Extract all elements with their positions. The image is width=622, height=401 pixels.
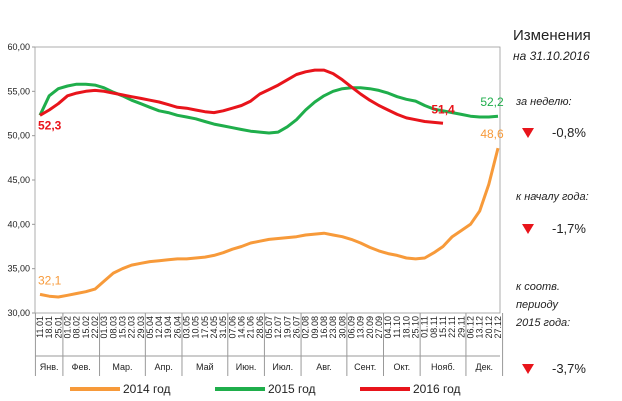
panel-date: на 31.10.2016 [513, 49, 590, 63]
month-label: Дек. [475, 362, 493, 372]
x-tick-label: 05.07 [264, 316, 274, 339]
x-tick-label: 18.10 [401, 316, 411, 339]
month-label: Окт. [393, 362, 410, 372]
panel-label: 2015 года: [515, 317, 570, 329]
y-tick-label: 30,00 [7, 308, 30, 318]
month-label: Апр. [154, 362, 172, 372]
x-tick-label: 09.08 [310, 316, 320, 339]
y-tick-label: 50,00 [7, 131, 30, 141]
x-tick-label: 29.11 [456, 316, 466, 338]
x-tick-label: 15.11 [438, 316, 448, 338]
x-tick-label: 20.09 [365, 316, 375, 339]
panel-label: к соотв. [516, 281, 560, 293]
legend-label: 2016 год [413, 382, 461, 396]
data-label: 48,6 [480, 127, 504, 141]
x-tick-label: 21.06 [246, 316, 256, 339]
x-tick-label: 02.08 [301, 316, 311, 339]
x-tick-label: 26.07 [291, 316, 301, 339]
series-line [39, 68, 444, 125]
x-tick-label: 15.02 [81, 316, 91, 339]
x-tick-label: 01.02 [62, 316, 72, 339]
x-tick-label: 13.12 [475, 316, 485, 339]
x-tick-label: 12.07 [273, 316, 283, 339]
x-tick-label: 24.05 [209, 316, 219, 339]
x-tick-label: 05.04 [145, 316, 155, 339]
panel-value: -1,7% [552, 221, 586, 236]
x-tick-label: 16.08 [319, 316, 329, 339]
x-tick-label: 01.03 [99, 316, 109, 339]
month-label: Нояб. [431, 362, 455, 372]
data-label: 32,1 [38, 273, 62, 287]
month-label: Янв. [40, 362, 59, 372]
x-tick-label: 04.10 [383, 316, 393, 339]
legend-label: 2014 год [123, 382, 171, 396]
y-tick-label: 40,00 [7, 219, 30, 229]
y-tick-label: 60,00 [7, 42, 30, 52]
x-tick-label: 26.04 [172, 316, 182, 339]
x-tick-label: 20.12 [484, 316, 494, 339]
panel-label: периоду [516, 299, 559, 311]
y-tick-label: 55,00 [7, 86, 30, 96]
x-tick-label: 27.09 [374, 316, 384, 339]
x-tick-label: 27.12 [493, 316, 503, 339]
x-tick-label: 22.03 [127, 316, 137, 339]
panel-value: -3,7% [552, 361, 586, 376]
y-tick-label: 45,00 [7, 175, 30, 185]
down-arrow [522, 224, 534, 234]
x-tick-label: 29.03 [136, 316, 146, 339]
x-tick-label: 19.04 [163, 316, 173, 339]
y-tick-label: 35,00 [7, 264, 30, 274]
x-tick-label: 23.08 [328, 316, 338, 339]
x-tick-label: 10.05 [191, 316, 201, 339]
x-tick-label: 25.10 [411, 316, 421, 339]
x-tick-label: 25.01 [53, 316, 63, 339]
month-label: Июн. [236, 362, 257, 372]
x-tick-label: 30.08 [337, 316, 347, 339]
x-tick-label: 17.05 [200, 316, 210, 339]
x-tick-label: 22.02 [90, 316, 100, 339]
x-tick-label: 06.09 [346, 316, 356, 339]
x-tick-label: 06.12 [466, 316, 476, 339]
x-tick-label: 22.11 [447, 316, 457, 338]
down-arrow [522, 364, 534, 374]
x-tick-label: 12.04 [154, 316, 164, 339]
panel-label: к началу года: [516, 191, 589, 203]
data-label: 52,2 [480, 95, 504, 109]
panel-title: Изменения [513, 27, 591, 44]
month-label: Мар. [112, 362, 132, 372]
x-tick-label: 11.01 [35, 316, 45, 338]
x-tick-label: 07.06 [227, 316, 237, 339]
x-tick-label: 11.10 [392, 316, 402, 338]
month-label: Авг. [316, 362, 331, 372]
data-label: 52,3 [38, 118, 62, 132]
month-label: Июл. [272, 362, 293, 372]
x-tick-label: 08.03 [108, 316, 118, 339]
series-line [39, 147, 500, 299]
x-tick-label: 08.02 [72, 316, 82, 339]
x-tick-label: 18.01 [44, 316, 54, 339]
x-tick-label: 13.09 [356, 316, 366, 339]
panel-value: -0,8% [552, 125, 586, 140]
month-label: Сент. [354, 362, 376, 372]
x-tick-label: 01.11 [420, 316, 430, 338]
x-tick-label: 19.07 [282, 316, 292, 339]
panel-label: за неделю: [515, 96, 572, 108]
x-tick-label: 28.06 [255, 316, 265, 339]
down-arrow [522, 128, 534, 138]
x-tick-label: 08.11 [429, 316, 439, 338]
month-label: Май [196, 362, 214, 372]
x-tick-label: 03.05 [182, 316, 192, 339]
x-tick-label: 15.03 [117, 316, 127, 339]
legend-label: 2015 год [268, 382, 316, 396]
month-label: Фев. [72, 362, 91, 372]
data-label: 51,4 [431, 102, 455, 116]
x-tick-label: 14.06 [237, 316, 247, 339]
x-tick-label: 31.05 [218, 316, 228, 339]
